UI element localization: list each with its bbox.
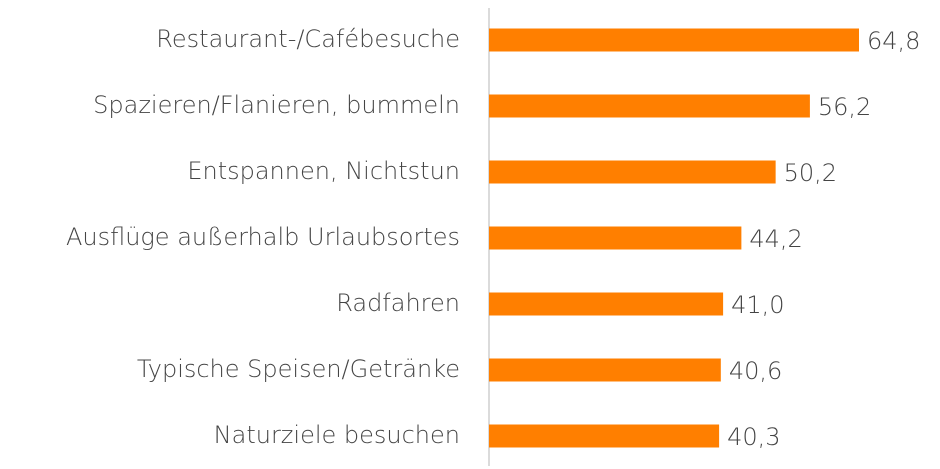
category-label: Ausflüge außerhalb Urlaubsortes bbox=[66, 223, 460, 251]
bar bbox=[489, 424, 720, 448]
category-label: Restaurant-/Cafébesuche bbox=[156, 25, 460, 53]
bar bbox=[489, 226, 742, 250]
value-label: 40,6 bbox=[729, 357, 782, 385]
value-label: 56,2 bbox=[818, 93, 871, 121]
value-label: 44,2 bbox=[749, 225, 802, 253]
bar bbox=[489, 28, 859, 52]
value-label: 50,2 bbox=[784, 159, 837, 187]
bar bbox=[489, 292, 724, 316]
category-label: Entspannen, Nichtstun bbox=[187, 157, 460, 185]
value-label: 64,8 bbox=[867, 27, 920, 55]
bar bbox=[489, 94, 810, 118]
category-label: Typische Speisen/Getränke bbox=[137, 355, 460, 383]
value-label: 41,0 bbox=[731, 291, 784, 319]
category-label: Spazieren/Flanieren, bummeln bbox=[93, 91, 460, 119]
bar bbox=[489, 358, 721, 382]
category-label: Radfahren bbox=[336, 289, 460, 317]
bar bbox=[489, 160, 776, 184]
category-label: Naturziele besuchen bbox=[214, 421, 460, 449]
value-label: 40,3 bbox=[727, 423, 780, 451]
